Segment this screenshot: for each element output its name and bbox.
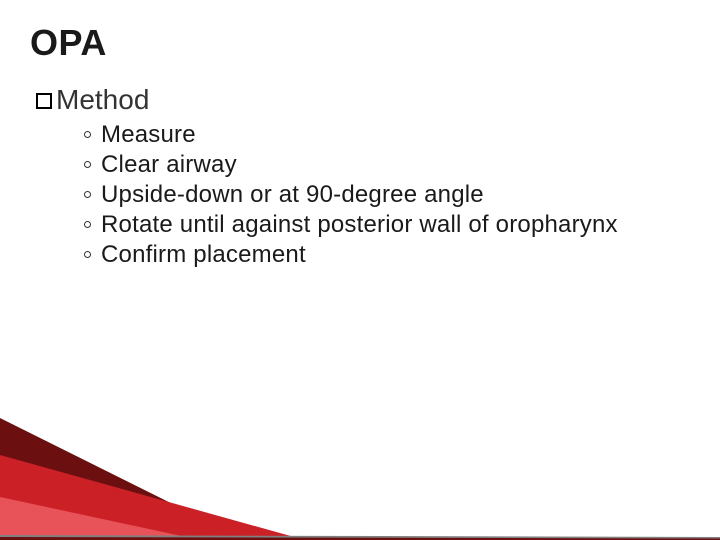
ring-bullet-icon [84, 251, 91, 258]
bullet-text: Clear airway [101, 150, 237, 180]
slide-container: OPA Method Measure Clear airway Upside-d… [0, 0, 720, 540]
ring-bullet-icon [84, 161, 91, 168]
list-item: Confirm placement [84, 240, 690, 270]
list-item: Rotate until against posterior wall of o… [84, 210, 690, 240]
bullet-text: Upside-down or at 90-degree angle [101, 180, 484, 210]
list-item: Upside-down or at 90-degree angle [84, 180, 690, 210]
ring-bullet-icon [84, 191, 91, 198]
section-header: Method [36, 84, 690, 116]
ring-bullet-icon [84, 221, 91, 228]
ring-bullet-icon [84, 131, 91, 138]
section-label: Method [56, 84, 149, 116]
bullet-text: Measure [101, 120, 196, 150]
square-bullet-icon [36, 93, 52, 109]
list-item: Clear airway [84, 150, 690, 180]
bullet-text: Rotate until against posterior wall of o… [101, 210, 618, 240]
corner-decoration [0, 400, 720, 540]
bullet-text: Confirm placement [101, 240, 306, 270]
list-item: Measure [84, 120, 690, 150]
bullet-list: Measure Clear airway Upside-down or at 9… [84, 120, 690, 270]
slide-title: OPA [30, 22, 690, 64]
